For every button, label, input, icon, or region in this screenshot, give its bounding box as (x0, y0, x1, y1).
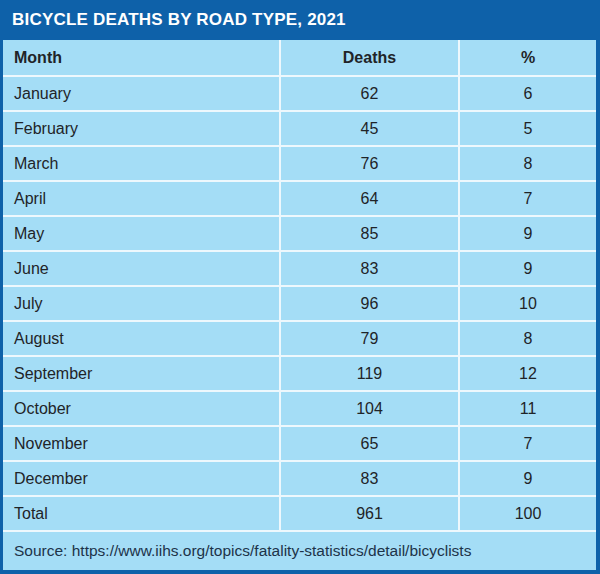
row-month: October (3, 391, 280, 426)
table-body: January626February455March768April647May… (3, 76, 596, 531)
header-row: Month Deaths % (3, 40, 596, 76)
title-bar: BICYCLE DEATHS BY ROAD TYPE, 2021 (0, 0, 600, 40)
deaths-by-month-table: Month Deaths % January626February455Marc… (3, 40, 596, 532)
row-month: March (3, 146, 280, 181)
source-note: Source: https://www.iihs.org/topics/fata… (3, 532, 596, 570)
row-percent: 8 (459, 146, 596, 181)
table-row: June839 (3, 251, 596, 286)
row-deaths: 65 (280, 426, 459, 461)
table-row: December839 (3, 461, 596, 496)
row-deaths: 62 (280, 76, 459, 111)
row-month: April (3, 181, 280, 216)
row-deaths: 961 (280, 496, 459, 531)
row-month: June (3, 251, 280, 286)
row-deaths: 83 (280, 461, 459, 496)
row-deaths: 64 (280, 181, 459, 216)
row-percent: 7 (459, 426, 596, 461)
col-header-month: Month (3, 40, 280, 76)
row-percent: 12 (459, 356, 596, 391)
row-month: Total (3, 496, 280, 531)
table-row: July9610 (3, 286, 596, 321)
row-month: August (3, 321, 280, 356)
row-percent: 9 (459, 216, 596, 251)
col-header-percent: % (459, 40, 596, 76)
row-percent: 6 (459, 76, 596, 111)
table-row: August798 (3, 321, 596, 356)
row-month: January (3, 76, 280, 111)
row-percent: 5 (459, 111, 596, 146)
row-percent: 7 (459, 181, 596, 216)
table-row: March768 (3, 146, 596, 181)
table-row: October10411 (3, 391, 596, 426)
row-percent: 10 (459, 286, 596, 321)
total-row: Total961100 (3, 496, 596, 531)
table-header: Month Deaths % (3, 40, 596, 76)
row-deaths: 85 (280, 216, 459, 251)
row-month: July (3, 286, 280, 321)
row-deaths: 104 (280, 391, 459, 426)
row-deaths: 79 (280, 321, 459, 356)
row-month: February (3, 111, 280, 146)
col-header-deaths: Deaths (280, 40, 459, 76)
row-percent: 9 (459, 251, 596, 286)
row-deaths: 119 (280, 356, 459, 391)
row-percent: 11 (459, 391, 596, 426)
row-percent: 9 (459, 461, 596, 496)
table-row: May859 (3, 216, 596, 251)
row-deaths: 96 (280, 286, 459, 321)
bicycle-deaths-table-widget: BICYCLE DEATHS BY ROAD TYPE, 2021 Month … (0, 0, 600, 574)
table-title: BICYCLE DEATHS BY ROAD TYPE, 2021 (12, 10, 346, 30)
row-deaths: 76 (280, 146, 459, 181)
table-row: November657 (3, 426, 596, 461)
source-text: Source: https://www.iihs.org/topics/fata… (14, 542, 471, 560)
table-content: Month Deaths % January626February455Marc… (0, 40, 600, 574)
table-row: January626 (3, 76, 596, 111)
table-row: February455 (3, 111, 596, 146)
row-deaths: 83 (280, 251, 459, 286)
table-row: April647 (3, 181, 596, 216)
row-percent: 8 (459, 321, 596, 356)
row-month: May (3, 216, 280, 251)
table-row: September11912 (3, 356, 596, 391)
row-month: November (3, 426, 280, 461)
row-percent: 100 (459, 496, 596, 531)
row-deaths: 45 (280, 111, 459, 146)
row-month: September (3, 356, 280, 391)
row-month: December (3, 461, 280, 496)
